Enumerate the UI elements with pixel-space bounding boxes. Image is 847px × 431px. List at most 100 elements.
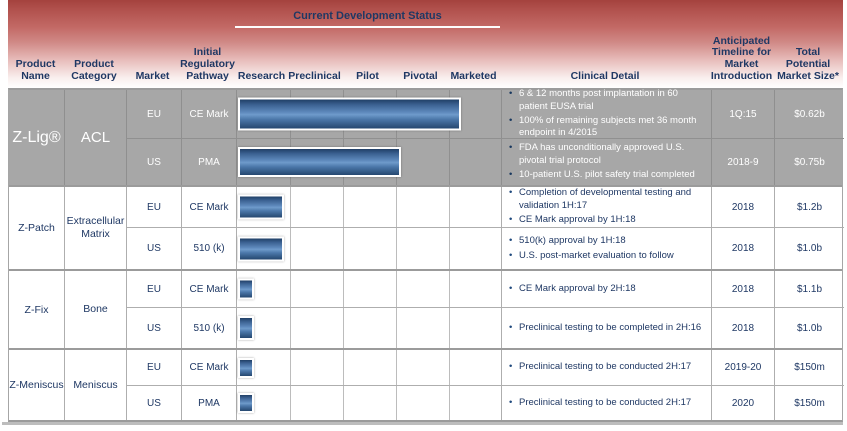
stage-grid-cell — [290, 271, 343, 307]
clinical-detail-list: Completion of developmental testing and … — [506, 185, 707, 228]
stage-grid-cell — [396, 271, 449, 307]
stage-grid-cell — [396, 139, 449, 185]
stage-grid-cell — [396, 350, 449, 385]
clinical-detail-cell: Completion of developmental testing and … — [501, 187, 711, 228]
col-header-market: Market — [135, 70, 170, 83]
market-cell: EU — [126, 187, 181, 228]
clinical-detail-cell: 510(k) approval by 1H:18 U.S. post-market… — [501, 228, 711, 269]
stage-grid-cell — [343, 187, 396, 227]
clinical-detail-cell: Preclinical testing to be completed in 2… — [501, 308, 711, 348]
stage-grid-cell — [343, 386, 396, 420]
pathway-cell: CE Mark — [181, 350, 236, 386]
timeline-cell: 2019-20 — [711, 350, 774, 386]
market-size-cell: $1.1b — [774, 271, 844, 308]
clinical-detail-cell: 6 & 12 months post implantation in 60 pa… — [501, 88, 711, 139]
timeline-cell: 2018 — [711, 271, 774, 308]
stage-grid-cell — [396, 386, 449, 420]
market-cell: EU — [126, 271, 181, 308]
market-cell: US — [126, 308, 181, 348]
status-stage-cells — [236, 187, 501, 228]
product-name-cell: Z-Fix — [24, 303, 49, 316]
col-header-stage-preclinical: Preclinical — [288, 70, 341, 83]
stage-grid-cell — [449, 228, 502, 269]
clinical-detail-list: 6 & 12 months post implantation in 60 pa… — [506, 86, 707, 141]
col-header-stage-pilot: Pilot — [356, 70, 379, 83]
clinical-detail-list: 510(k) approval by 1H:18 U.S. post-market… — [506, 233, 674, 264]
stage-grid-cell — [290, 386, 343, 420]
timeline-cell: 2018-9 — [711, 139, 774, 185]
stage-grid-cell — [343, 228, 396, 269]
status-title: Current Development Status — [293, 10, 442, 22]
table-header: Current Development Status Product Name … — [8, 0, 843, 88]
status-stage-cells — [236, 228, 501, 269]
clinical-detail-item: 100% of remaining subjects met 36 month … — [506, 115, 707, 140]
pathway-cell: CE Mark — [181, 187, 236, 228]
market-cell: EU — [126, 350, 181, 386]
stage-grid-cell — [396, 228, 449, 269]
stage-grid-cell — [449, 139, 502, 185]
product-category-cell: ACL — [64, 90, 126, 185]
market-size-cell: $150m — [774, 350, 844, 386]
clinical-detail-item: FDA has unconditionally approved U.S. pi… — [506, 142, 707, 167]
market-cell: US — [126, 139, 181, 185]
clinical-detail-cell: FDA has unconditionally approved U.S. pi… — [501, 139, 711, 185]
development-status-bar — [238, 194, 284, 220]
status-title-underline — [235, 26, 500, 28]
bottom-edge-shadow — [2, 422, 843, 425]
market-cell: EU — [126, 90, 181, 139]
pathway-cell: PMA — [181, 139, 236, 185]
clinical-detail-cell: Preclinical testing to be conducted 2H:1… — [501, 350, 711, 386]
timeline-cell: 2018 — [711, 308, 774, 348]
clinical-detail-item: U.S. post-market evaluation to follow — [506, 250, 674, 263]
development-status-bar — [238, 357, 254, 378]
stage-grid-cell — [449, 187, 502, 227]
product-category-cell: Meniscus — [64, 350, 126, 420]
col-header-market-size: Total Potential Market Size* — [777, 46, 839, 83]
market-size-cell: $150m — [774, 386, 844, 420]
market-size-cell: $1.0b — [774, 308, 844, 348]
col-header-stage-research: Research — [237, 70, 286, 83]
development-status-bar — [238, 278, 254, 300]
product-name-cell: Z-Lig® — [12, 128, 61, 146]
stage-grid-cell — [449, 308, 502, 348]
stage-grid-cell — [343, 308, 396, 348]
clinical-detail-item: CE Mark approval by 1H:18 — [506, 214, 707, 227]
col-header-product-category: Product Category — [71, 58, 117, 83]
product-name-cell: Z-Meniscus — [9, 379, 64, 391]
clinical-detail-item: Preclinical testing to be conducted 2H:1… — [506, 397, 691, 410]
pathway-cell: CE Mark — [181, 90, 236, 139]
market-size-cell: $1.2b — [774, 187, 844, 228]
pathway-cell: CE Mark — [181, 271, 236, 308]
status-stage-cells — [236, 271, 501, 308]
clinical-detail-item: 6 & 12 months post implantation in 60 pa… — [506, 88, 707, 113]
stage-grid-cell — [396, 187, 449, 227]
timeline-cell: 2018 — [711, 187, 774, 228]
stage-grid-cell — [290, 350, 343, 385]
stage-grid-cell — [343, 350, 396, 385]
stage-grid-cell — [290, 228, 343, 269]
clinical-detail-item: Preclinical testing to be conducted 2H:1… — [506, 361, 691, 374]
timeline-cell: 2020 — [711, 386, 774, 420]
col-header-stage-marketed: Marketed — [450, 70, 497, 83]
product-name-cell: Z-Patch — [18, 222, 55, 234]
development-status-bar — [238, 316, 254, 340]
market-size-cell: $1.0b — [774, 228, 844, 269]
product-category-cell: Bone — [64, 271, 126, 348]
clinical-detail-item: 10-patient U.S. pilot safety trial compl… — [506, 169, 707, 182]
clinical-detail-list: FDA has unconditionally approved U.S. pi… — [506, 140, 707, 183]
column-header-row: Product Name Product Category Market Ini… — [8, 35, 843, 88]
status-stage-cells — [236, 386, 501, 420]
market-size-cell: $0.62b — [774, 90, 844, 139]
col-header-stage-pivotal: Pivotal — [403, 70, 438, 83]
market-size-cell: $0.75b — [774, 139, 844, 185]
stage-grid-cell — [449, 350, 502, 385]
clinical-detail-list: Preclinical testing to be conducted 2H:1… — [506, 395, 691, 411]
development-status-bar — [238, 236, 284, 261]
clinical-detail-list: CE Mark approval by 2H:18 — [506, 281, 636, 297]
stage-grid-cell — [290, 308, 343, 348]
